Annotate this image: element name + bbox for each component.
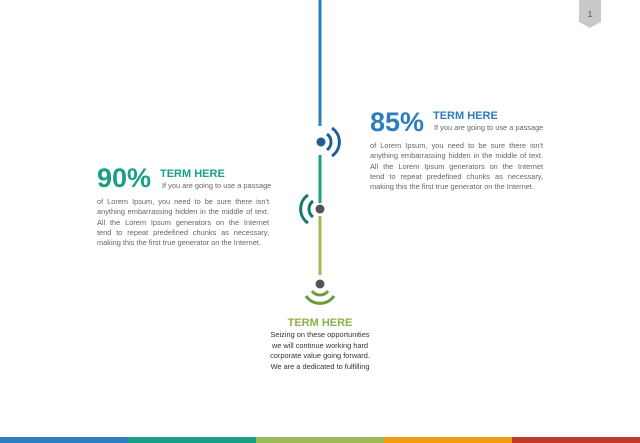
footer-bar-teal (128, 437, 256, 443)
term-lead-right: If you are going to use a passage (434, 123, 544, 132)
page-number: 1 (587, 10, 593, 19)
page-number-badge: 1 (579, 0, 601, 28)
percent-85: 85% (370, 107, 425, 137)
term-body-bottom: Seizing on these opportunities we will c… (270, 330, 370, 371)
term-lead-left: If you are going to use a passage (162, 181, 272, 190)
footer-bar-red (512, 437, 640, 443)
footer-bar-green (256, 437, 384, 443)
term-title-right: TERM HERE (433, 110, 498, 122)
wifi-signal-right-icon (316, 126, 341, 158)
term-title-left: TERM HERE (160, 168, 225, 180)
percent-90: 90% (97, 163, 152, 193)
term-title-bottom: TERM HERE (287, 317, 353, 329)
wifi-signal-down-icon (304, 279, 336, 305)
wifi-signal-left-icon (299, 193, 325, 225)
term-body-right: of Lorem Ipsum, you need to be sure ther… (370, 141, 543, 192)
term-body-left: of Lorem Ipsum, you need to be sure ther… (97, 197, 269, 248)
footer-bar-blue (0, 437, 128, 443)
footer-bar-orange (384, 437, 512, 443)
